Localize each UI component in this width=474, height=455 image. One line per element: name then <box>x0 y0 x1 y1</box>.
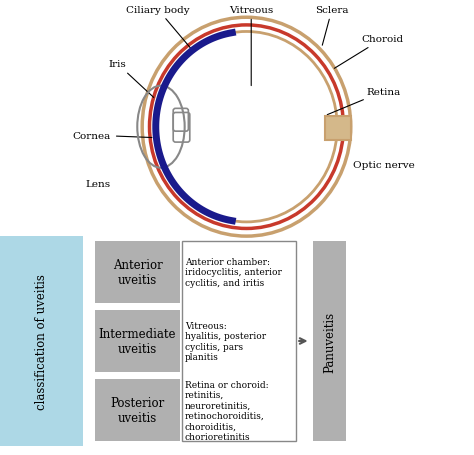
Text: classification of uveitis: classification of uveitis <box>35 273 48 409</box>
Text: Vitreous: Vitreous <box>229 6 273 86</box>
FancyBboxPatch shape <box>95 379 180 441</box>
Text: Choroid: Choroid <box>334 35 403 69</box>
Text: Iris: Iris <box>109 61 154 98</box>
Text: Anterior chamber:
iridocyclitis, anterior
cyclitis, and iritis: Anterior chamber: iridocyclitis, anterio… <box>185 258 282 287</box>
FancyBboxPatch shape <box>95 310 180 372</box>
Text: Posterior
uveitis: Posterior uveitis <box>110 396 164 424</box>
Text: Retina: Retina <box>327 88 401 116</box>
Text: Retina or choroid:
retinitis,
neuroretinitis,
retinochoroiditis,
choroiditis,
ch: Retina or choroid: retinitis, neuroretin… <box>185 380 268 441</box>
FancyBboxPatch shape <box>0 237 83 446</box>
Text: Optic nerve: Optic nerve <box>353 161 415 170</box>
Text: Cornea: Cornea <box>73 131 152 140</box>
Text: Intermediate
uveitis: Intermediate uveitis <box>99 327 176 355</box>
Text: Lens: Lens <box>86 180 111 189</box>
Text: Anterior
uveitis: Anterior uveitis <box>113 258 162 286</box>
FancyBboxPatch shape <box>95 241 180 303</box>
Ellipse shape <box>158 35 335 220</box>
Text: Ciliary body: Ciliary body <box>126 6 191 49</box>
FancyBboxPatch shape <box>313 241 346 441</box>
FancyBboxPatch shape <box>325 117 351 141</box>
Text: Vitreous:
hyalitis, posterior
cyclitis, pars
planitis: Vitreous: hyalitis, posterior cyclitis, … <box>185 321 266 361</box>
Text: Sclera: Sclera <box>315 6 349 46</box>
Text: Panuveitis: Panuveitis <box>323 311 336 372</box>
